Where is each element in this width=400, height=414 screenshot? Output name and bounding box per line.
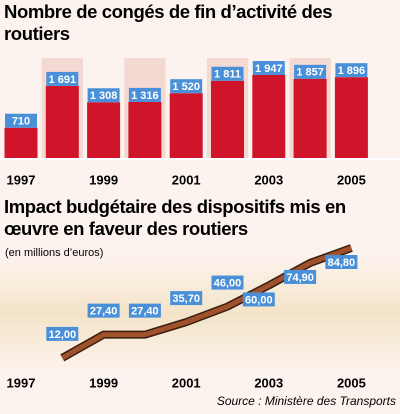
value-label: 35,70 [172,293,200,305]
value-label: 1 896 [338,65,366,77]
value-label: 60,00 [245,294,273,306]
value-label: 1 316 [131,90,159,102]
value-label-box [325,255,358,269]
x-tick-label: 2005 [337,172,366,187]
baseline [0,158,400,160]
value-label: 1 691 [49,74,77,86]
line [61,245,353,361]
value-label: 27,40 [131,306,159,318]
value-label: 27,40 [90,306,118,318]
value-label: 1 308 [90,90,118,102]
value-label-box [170,291,203,306]
bar [334,77,368,158]
bar [252,75,286,158]
value-label: 1 857 [296,67,324,79]
x-tick-label: 2001 [172,172,201,187]
value-label: 74,90 [286,272,314,284]
x-tick-label: 1997 [7,172,36,187]
bar [87,102,121,158]
value-label-box [335,63,368,78]
value-label-box [284,269,317,284]
value-label-box [128,87,161,102]
x-tick-label: 1997 [7,375,36,390]
value-label-box [242,292,275,307]
value-label: 1 811 [214,69,241,81]
chart-title: Nombre de congés de fin d’activité des r… [4,1,333,44]
value-label-box [211,66,244,81]
value-label-box [87,303,120,318]
x-tick-label: 2001 [172,375,201,390]
bar [293,78,327,158]
chart-title: Impact budgétaire des dispositifs mis en… [4,196,346,239]
value-label-box [87,88,120,103]
x-tick-label: 2005 [337,375,366,390]
value-label: 46,00 [214,277,242,289]
x-tick-label: 1999 [89,375,118,390]
source: Source : Ministère des Transports [217,394,396,408]
bar [45,85,79,158]
value-label-box [252,61,285,75]
bar [211,80,244,158]
value-label-box [128,303,161,318]
bar [4,127,38,158]
value-label: 84,80 [328,257,356,269]
value-label-box [5,113,37,128]
value-label-box [211,275,244,290]
value-label-box [46,326,79,341]
value-label-box [46,71,79,86]
value-label: 12,00 [49,329,77,341]
x-tick-label: 1999 [89,172,118,187]
x-tick-label: 2003 [254,172,283,187]
value-label-box [294,64,327,79]
value-label: 1 947 [255,63,283,75]
bar [169,93,203,158]
value-label: 1 520 [172,81,200,93]
value-label: 710 [12,116,30,128]
subtitle: (en millions d’euros) [5,247,103,259]
bar [128,101,162,158]
x-tick-label: 2003 [254,375,283,390]
value-label-box [170,79,203,94]
